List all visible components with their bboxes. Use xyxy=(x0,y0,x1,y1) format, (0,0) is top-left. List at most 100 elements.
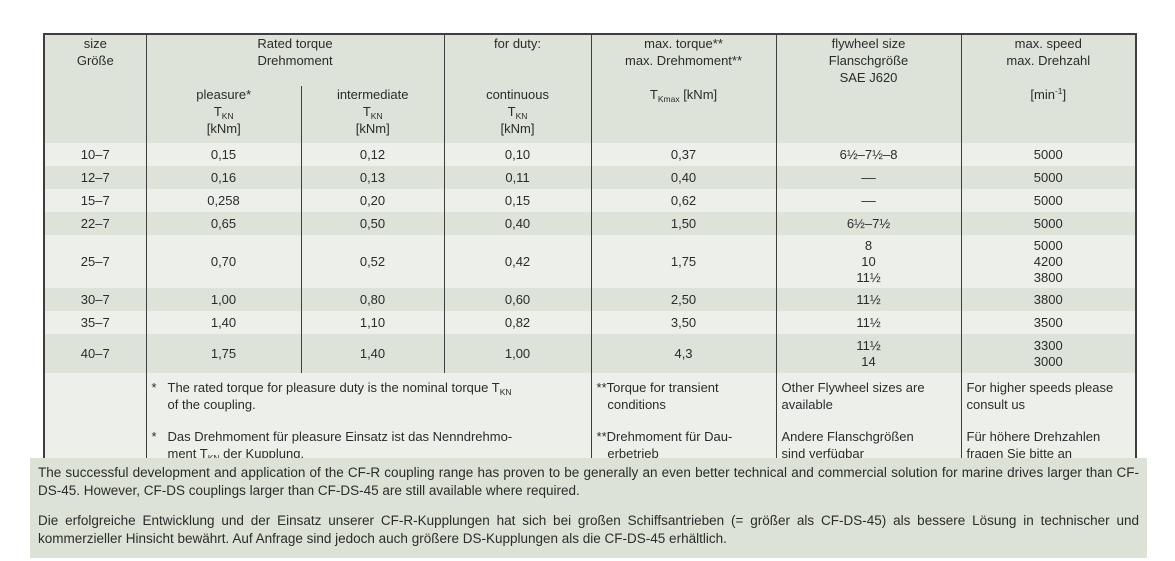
speed-unit-exponent: -1 xyxy=(1054,86,1063,96)
cell-intermediate: 0,13 xyxy=(300,166,445,189)
table-row: 30–7 1,00 0,80 0,60 2,50 11½ 3800 xyxy=(44,288,1137,311)
cell-pleasure: 1,00 xyxy=(145,288,301,311)
header-max-speed-en: max. speed xyxy=(1014,36,1082,51)
header-max-torque-en: max. torque** xyxy=(644,36,723,51)
cell-size: 22–7 xyxy=(80,215,110,231)
cell-continuous: 1,00 xyxy=(443,334,592,373)
header-max-torque-de: max. Drehmoment** xyxy=(624,53,743,68)
torque-symbol: T xyxy=(507,104,516,119)
footnote-speed-de: Für höhere Drehzahlen fragen Sie bitte a… xyxy=(966,429,1101,461)
cell-size: 15–7 xyxy=(80,192,110,208)
header-max-speed-unit: [min-1] xyxy=(962,86,1136,103)
footnote-text-part: of the coupling. xyxy=(167,397,256,412)
footnote-star-en: * The rated torque for pleasure duty is … xyxy=(152,379,586,413)
torque-symbol: T xyxy=(362,104,371,119)
cell-speed: 5000 xyxy=(960,143,1137,166)
cell-continuous: 0,42 xyxy=(443,235,592,288)
header-intermediate-unit: [kNm] xyxy=(355,121,390,136)
cell-size: 30–7 xyxy=(80,291,110,307)
header-max-torque-symbol: TKmax [kNm] xyxy=(592,86,776,103)
header-pleasure-symbol: TKN xyxy=(147,103,301,120)
footnote-marker: * xyxy=(151,380,157,395)
table-row: 15–7 0,258 0,20 0,15 0,62 –– 5000 xyxy=(44,189,1137,212)
cell-pleasure: 0,258 xyxy=(145,189,301,212)
cell-intermediate: 0,52 xyxy=(300,235,445,288)
cell-pleasure: 1,75 xyxy=(145,334,301,373)
footnote-max-torque: **Torque for transient conditions **Dreh… xyxy=(590,373,777,467)
header-max-torque: max. torque** max. Drehmoment** TKmax [k… xyxy=(590,34,777,143)
cell-continuous: 0,40 xyxy=(443,212,592,235)
cell-max-torque: 0,37 xyxy=(590,143,777,166)
header-intermediate-symbol: TKN xyxy=(302,103,444,120)
footnote-speed: For higher speeds please consult us Für … xyxy=(960,373,1137,467)
footnote-text-part: Das Drehmoment für pleasure Einsatz ist … xyxy=(167,429,513,461)
cell-continuous: 0,82 xyxy=(443,311,592,334)
header-flywheel-en: flywheel size xyxy=(831,36,906,51)
header-continuous-symbol: TKN xyxy=(445,103,591,120)
cell-continuous: 0,60 xyxy=(443,288,592,311)
cell-speed: 5000 xyxy=(960,212,1137,235)
table-row: 25–7 0,70 0,52 0,42 1,75 8 10 11½ 5000 4… xyxy=(44,235,1137,288)
footnote-star-de: * Das Drehmoment für pleasure Einsatz is… xyxy=(152,428,586,462)
footnote-flywheel-de: Andere Flanschgrößen sind verfügbar xyxy=(781,429,914,461)
speed-unit-open: [min xyxy=(1030,87,1055,102)
cell-intermediate: 0,20 xyxy=(300,189,445,212)
cell-intermediate: 0,12 xyxy=(300,143,445,166)
header-continuous-unit: [kNm] xyxy=(500,121,535,136)
footnote-text-part: The rated torque for pleasure duty is th… xyxy=(167,380,500,395)
cell-pleasure: 0,70 xyxy=(145,235,301,288)
footnote-marker: * xyxy=(151,429,157,444)
cell-intermediate: 0,50 xyxy=(300,212,445,235)
cell-size: 35–7 xyxy=(80,314,110,330)
cell-speed: 5000 xyxy=(960,189,1137,212)
note-paragraph-en: The successful development and applicati… xyxy=(38,465,1139,498)
table-row: 10–7 0,15 0,12 0,10 0,37 6½–7½–8 5000 xyxy=(44,143,1137,166)
footnotes-row: * The rated torque for pleasure duty is … xyxy=(44,373,1137,467)
header-max-speed-de: max. Drehzahl xyxy=(1006,53,1091,68)
footnote-text-de: Das Drehmoment für pleasure Einsatz ist … xyxy=(168,428,586,462)
torque-symbol-sub: KN xyxy=(221,111,234,121)
note-paragraph-de: Die erfolgreiche Entwicklung und der Ein… xyxy=(38,513,1139,546)
header-flywheel-de: Flanschgröße xyxy=(828,53,909,68)
cell-intermediate: 0,80 xyxy=(300,288,445,311)
cell-pleasure: 1,40 xyxy=(145,311,301,334)
header-pleasure: pleasure* TKN [kNm] xyxy=(147,86,301,143)
torque-symbol-sub: KN xyxy=(499,387,512,397)
cell-flywheel: 11½ 14 xyxy=(775,334,962,373)
footnote-text-part: der Kupplung. xyxy=(219,446,305,461)
cell-pleasure: 0,16 xyxy=(145,166,301,189)
table-row: 40–7 1,75 1,40 1,00 4,3 11½ 14 3300 3000 xyxy=(44,334,1137,373)
header-rated-de: Drehmoment xyxy=(257,53,333,68)
cell-max-torque: 0,40 xyxy=(590,166,777,189)
torque-symbol: T xyxy=(213,104,222,119)
cell-pleasure: 0,65 xyxy=(145,212,301,235)
cell-intermediate: 1,10 xyxy=(300,311,445,334)
header-size-de: Größe xyxy=(76,53,114,68)
cell-speed: 5000 xyxy=(960,166,1137,189)
header-rated-torque: Rated torque Drehmoment pleasure* TKN [k… xyxy=(145,34,445,143)
header-size-en: size xyxy=(83,36,107,51)
cell-max-torque: 1,50 xyxy=(590,212,777,235)
cell-max-torque: 4,3 xyxy=(590,334,777,373)
notes-block: The successful development and applicati… xyxy=(30,458,1147,558)
cell-max-torque: 1,75 xyxy=(590,235,777,288)
header-max-speed: max. speed max. Drehzahl [min-1] xyxy=(960,34,1137,143)
footnote-rated-torque: * The rated torque for pleasure duty is … xyxy=(145,373,592,467)
torque-symbol-sub: KN xyxy=(370,111,383,121)
header-flywheel: flywheel size Flanschgröße SAE J620 xyxy=(775,34,962,143)
footnote-speed-en: For higher speeds please consult us xyxy=(966,380,1114,412)
cell-size: 10–7 xyxy=(80,146,110,162)
table-row: 12–7 0,16 0,13 0,11 0,40 –– 5000 xyxy=(44,166,1137,189)
torque-symbol-sub: KN xyxy=(515,111,528,121)
cell-pleasure: 0,15 xyxy=(145,143,301,166)
cell-intermediate: 1,40 xyxy=(300,334,445,373)
footnote-max-torque-de: **Drehmoment für Dau- erbetrieb xyxy=(596,429,733,461)
table-header-row: size Größe Rated torque Drehmoment pleas… xyxy=(44,34,1137,143)
footnote-text-en: The rated torque for pleasure duty is th… xyxy=(168,379,586,413)
header-intermediate-label: intermediate xyxy=(336,87,409,102)
cell-max-torque: 0,62 xyxy=(590,189,777,212)
speed-unit-close: ] xyxy=(1062,87,1067,102)
header-pleasure-label: pleasure* xyxy=(196,87,252,102)
cell-flywheel: 6½–7½–8 xyxy=(775,143,962,166)
